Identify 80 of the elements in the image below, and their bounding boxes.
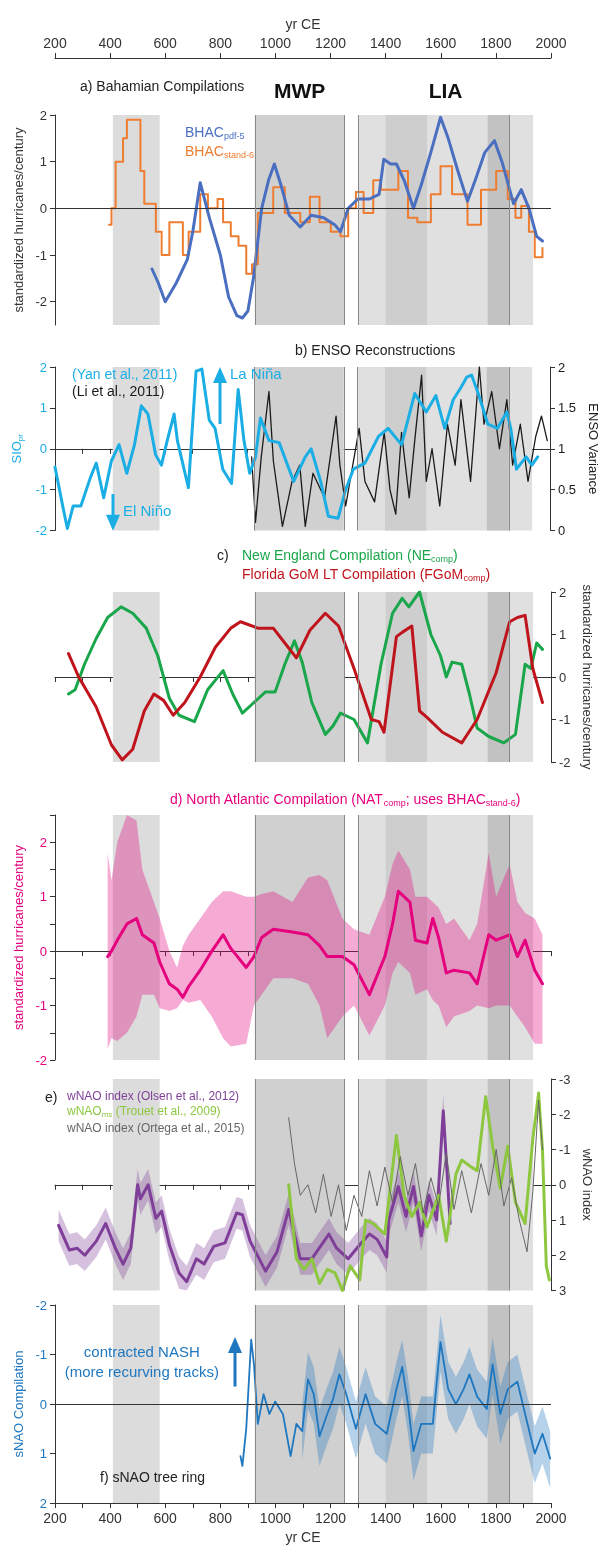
y-tick-label: -1 xyxy=(35,247,47,263)
y2-tick-label: 0 xyxy=(559,669,567,685)
y-tick-label: -2 xyxy=(35,1297,47,1313)
y2-tick-label: 2 xyxy=(558,359,566,375)
series-label: (Yan et al., 2011) xyxy=(72,366,178,382)
band-label: MWP xyxy=(273,79,326,102)
y2-tick-label: 0 xyxy=(558,523,566,538)
y-tick-label: 0 xyxy=(39,441,47,457)
y-tick-label: -1 xyxy=(35,998,47,1014)
y2-tick-label: 1.5 xyxy=(558,400,577,416)
x-tick-label: 1400 xyxy=(370,35,402,51)
y-tick-label: 2 xyxy=(39,107,47,123)
annotation: La Niña xyxy=(230,364,283,382)
y-axis-title: standardized hurricanes/century xyxy=(10,844,26,1030)
y-tick-label: 1 xyxy=(39,1446,47,1462)
x-axis-title: yr CE xyxy=(285,16,321,33)
y2-tick-label: -3 xyxy=(559,1071,571,1087)
x-tick-label: 1200 xyxy=(314,35,347,51)
x-tick-label: 2000 xyxy=(535,1510,567,1527)
x-axis-title: yr CE xyxy=(285,1529,321,1545)
annotation: El Niño xyxy=(123,501,172,519)
y2-tick-label: 2 xyxy=(559,584,567,600)
y-tick-label: 2 xyxy=(39,834,47,850)
x-tick-label: 1400 xyxy=(370,1510,402,1527)
y2-tick-label: 2 xyxy=(559,1247,567,1263)
y2-tick-label: -2 xyxy=(559,1106,571,1122)
text: wNAO index (Ortega et al., 2015) xyxy=(66,1120,245,1135)
x-tick-label: 1200 xyxy=(314,1510,347,1527)
y2-tick-label: -2 xyxy=(559,754,571,770)
y-axis-title: SIOpr xyxy=(9,433,26,464)
y2-tick-label: -1 xyxy=(559,1142,571,1157)
x-tick-label: 600 xyxy=(153,35,178,51)
y2-tick-label: 1 xyxy=(559,1212,567,1228)
x-tick-label: 2000 xyxy=(535,35,567,51)
y-tick-label: -1 xyxy=(35,482,47,498)
x-tick-label: 200 xyxy=(43,35,67,51)
text: e) xyxy=(45,1089,58,1105)
y2-tick-label: 0 xyxy=(559,1177,567,1193)
y2-tick-label: 0.5 xyxy=(558,482,577,498)
y-tick-label: -2 xyxy=(35,523,47,538)
y2-axis-title: ENSO Variance xyxy=(586,403,601,495)
annotation: contracted NASH (more recurving tracks) xyxy=(64,1343,219,1381)
y-axis-title: sNAO Compilation xyxy=(10,1350,26,1458)
y2-tick-label: 1 xyxy=(559,627,567,642)
chart-title: b) ENSO Reconstructions xyxy=(295,342,456,358)
chart-title: c) xyxy=(217,547,229,563)
y-tick-label: 2 xyxy=(39,1495,47,1511)
y-tick-label: 1 xyxy=(39,154,47,170)
x-tick-label: 400 xyxy=(98,1510,122,1527)
band-label: LIA xyxy=(428,79,463,102)
x-tick-label: 1600 xyxy=(425,1510,457,1527)
y-tick-label: 1 xyxy=(39,400,47,416)
chart-title: a) Bahamian Compilations xyxy=(80,78,245,94)
x-tick-label: 600 xyxy=(153,1510,178,1527)
text: f) sNAO tree ring xyxy=(100,1469,206,1485)
x-tick-label: 800 xyxy=(208,35,233,51)
x-tick-label: 800 xyxy=(208,1510,233,1527)
y2-tick-label: 3 xyxy=(559,1283,567,1298)
y2-tick-label: 1 xyxy=(558,441,566,457)
text: wNAO index (Olsen et al., 2012) xyxy=(66,1089,240,1103)
x-tick-label: 200 xyxy=(43,1510,67,1527)
y-tick-label: -1 xyxy=(35,1347,47,1363)
x-tick-label: 400 xyxy=(98,35,122,51)
y2-axis-title: wNAO index xyxy=(580,1147,596,1222)
text: (Li et al., 2011) xyxy=(72,383,165,399)
y-tick-label: 0 xyxy=(39,1396,47,1412)
x-tick-label: 1600 xyxy=(425,35,457,51)
y-tick-label: 1 xyxy=(39,889,47,905)
x-tick-label: 1800 xyxy=(480,35,512,51)
y-tick-label: 0 xyxy=(39,943,47,959)
x-tick-label: 1000 xyxy=(259,1510,292,1527)
x-tick-label: 1800 xyxy=(480,1510,512,1527)
x-tick-label: 1000 xyxy=(259,35,292,51)
y-tick-label: -2 xyxy=(35,294,47,310)
y-tick-label: -2 xyxy=(35,1052,47,1068)
y2-axis-title: standardized hurricanes/century xyxy=(580,584,596,770)
y-tick-label: 2 xyxy=(39,359,47,375)
y2-tick-label: -1 xyxy=(559,712,571,727)
y-axis-title: standardized hurricanes/century xyxy=(10,127,26,313)
y-tick-label: 0 xyxy=(39,200,47,216)
